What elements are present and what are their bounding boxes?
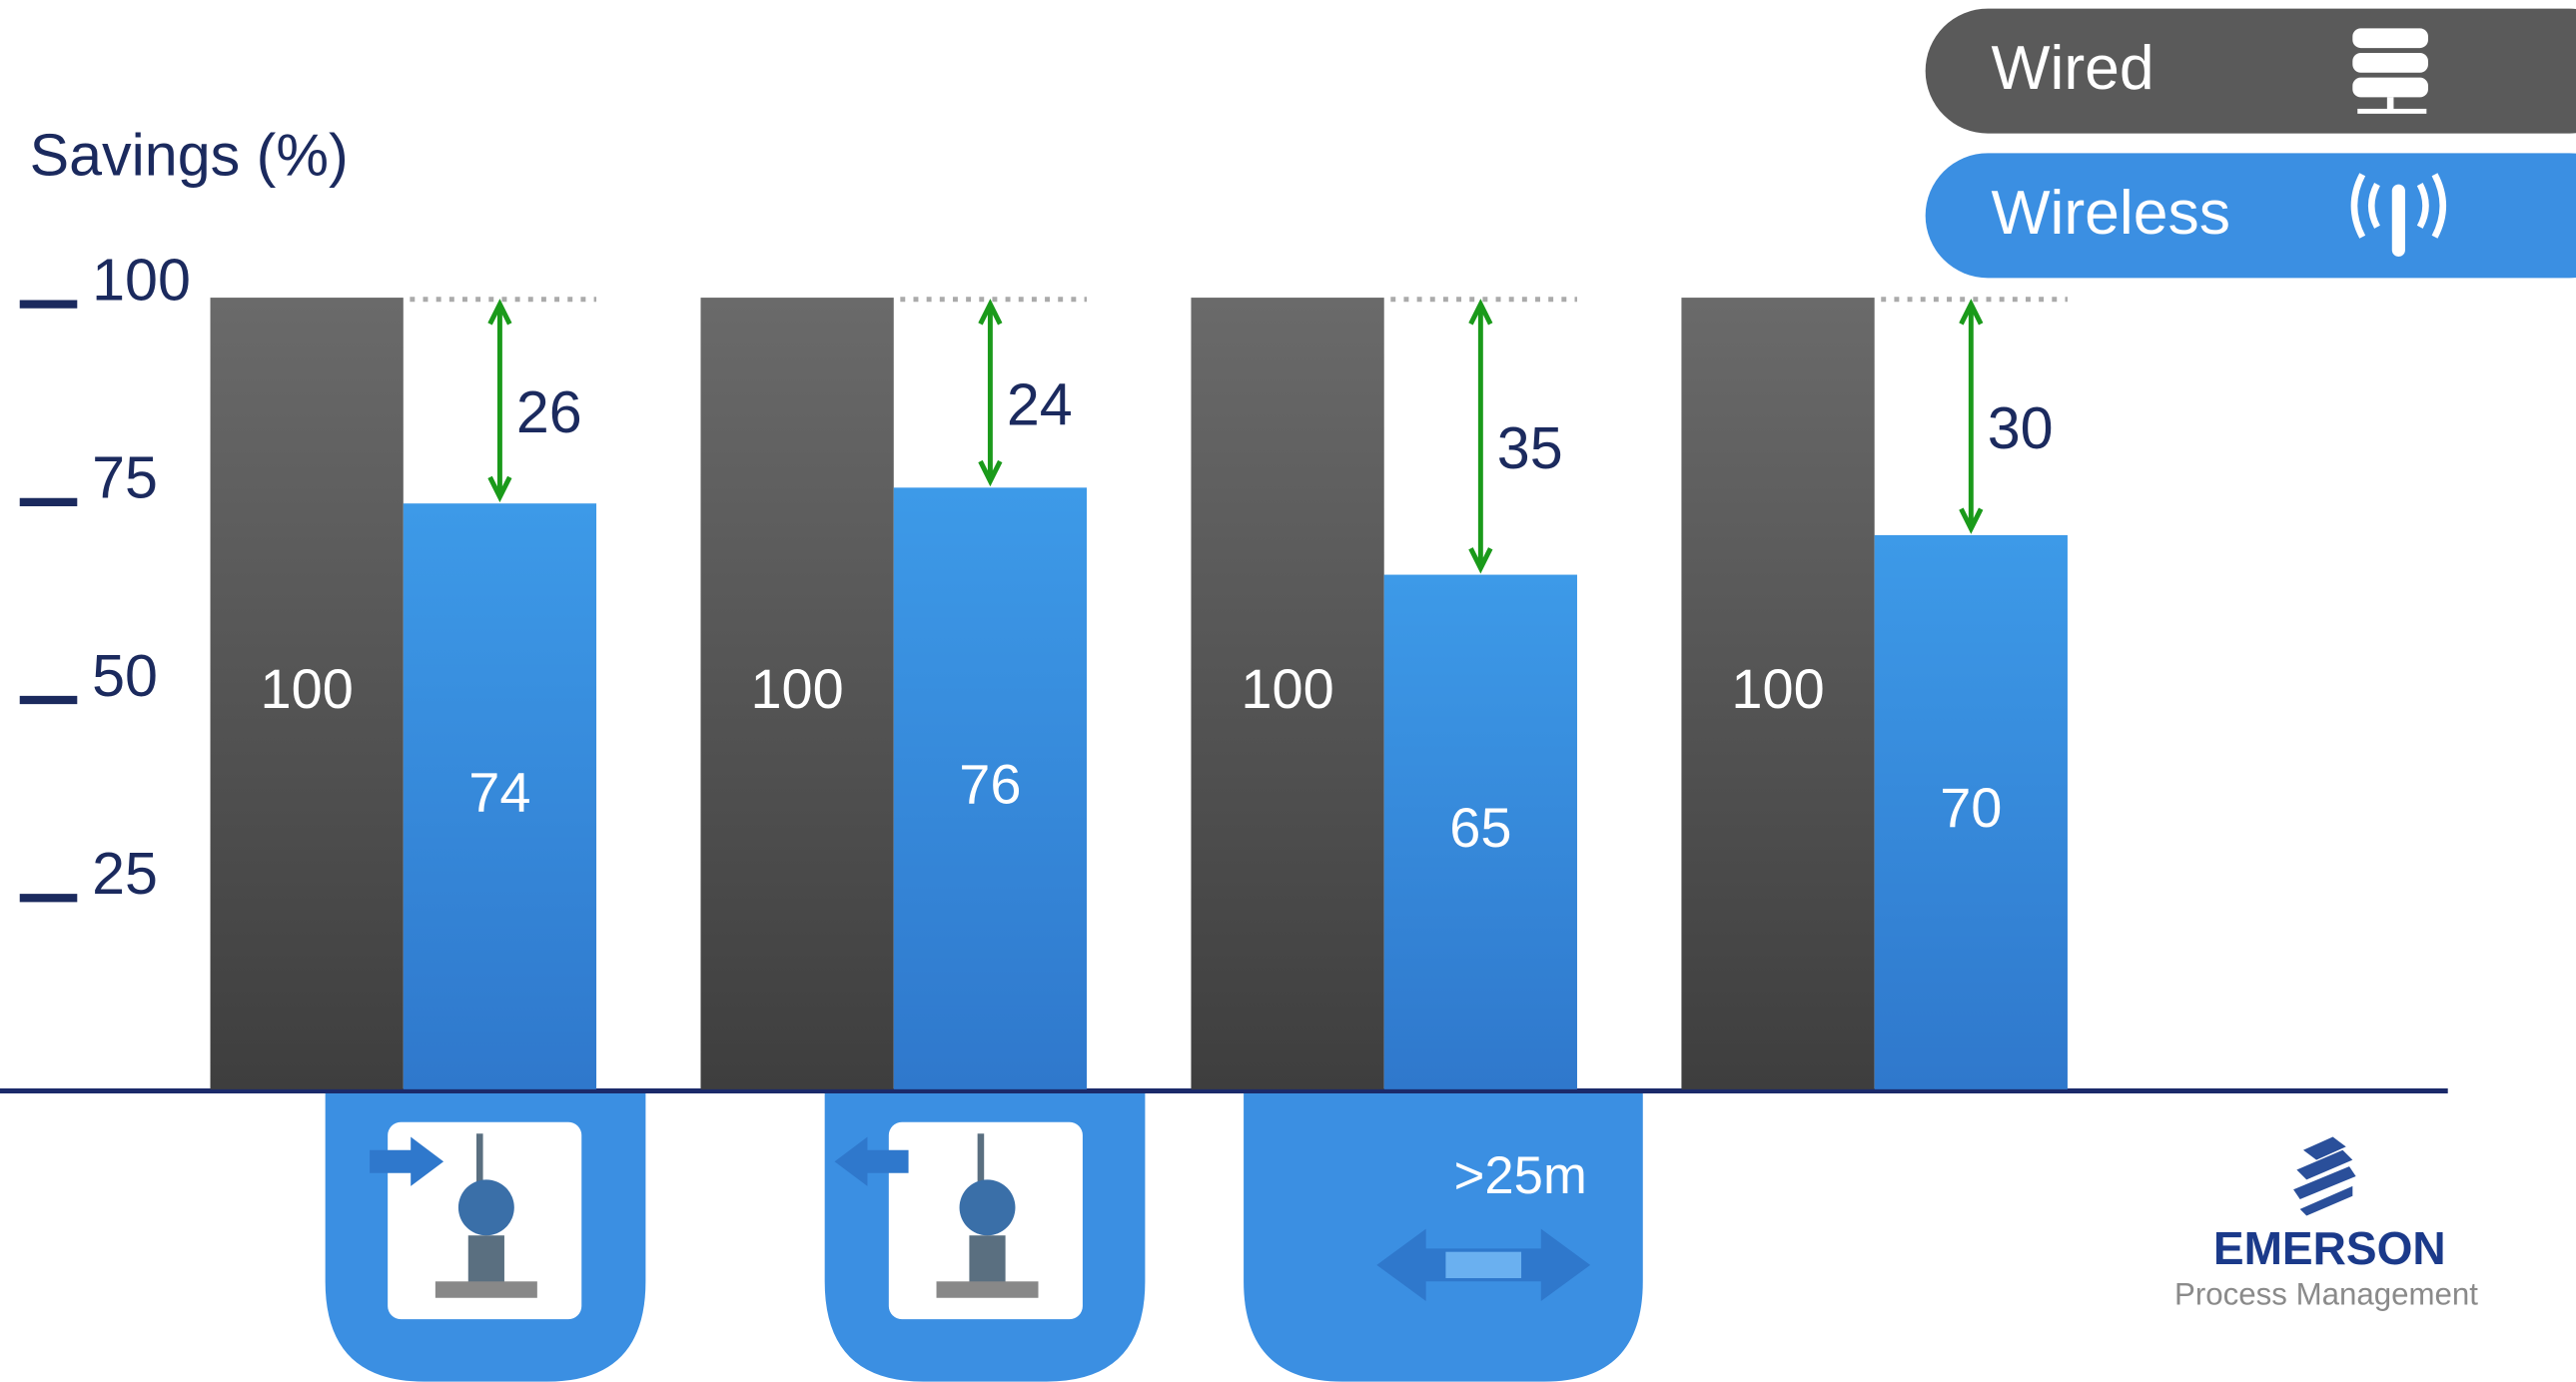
bar	[893, 487, 1088, 1089]
logo: EMERSON Process Management	[2174, 1136, 2478, 1311]
value-label: 100	[1241, 657, 1333, 720]
x-tick-label: >25m	[1454, 1146, 1587, 1205]
value-label: 74	[468, 760, 530, 823]
category-tabs	[325, 1092, 1643, 1382]
difference-arrow	[1959, 299, 1984, 534]
legend-label: Wireless	[1991, 178, 2230, 248]
value-label: 65	[1449, 796, 1511, 859]
difference-label: 35	[1497, 414, 1563, 481]
value-label: 100	[1731, 657, 1824, 720]
bar	[1383, 574, 1577, 1089]
difference-arrow	[1468, 299, 1493, 574]
logo-name: EMERSON	[2213, 1222, 2446, 1274]
difference-label: 26	[516, 378, 582, 445]
legend-wireless	[1925, 153, 2576, 279]
bar	[210, 298, 404, 1089]
legend: Wired Wireless	[1925, 8, 2576, 279]
y-tick-label: 100	[92, 247, 191, 314]
bar	[1874, 534, 2068, 1089]
y-tick-label: 25	[92, 840, 158, 907]
value-label: 100	[750, 657, 843, 720]
difference-arrow	[487, 299, 512, 503]
difference-arrow	[978, 299, 1003, 487]
difference-label: 24	[1007, 370, 1073, 437]
y-tick-label: 75	[92, 444, 158, 511]
legend-label: Wired	[1991, 33, 2153, 103]
y-axis-title: Savings (%)	[30, 122, 349, 189]
bar	[700, 298, 894, 1089]
value-label: 100	[261, 657, 354, 720]
y-tick-label: 50	[92, 642, 158, 709]
value-label: 76	[959, 752, 1021, 815]
value-label: 70	[1940, 776, 2002, 839]
logo-subtitle: Process Management	[2174, 1276, 2478, 1311]
bar	[403, 503, 597, 1089]
difference-label: 30	[1988, 394, 2054, 461]
bar	[1681, 298, 1875, 1089]
bar	[1191, 298, 1384, 1089]
